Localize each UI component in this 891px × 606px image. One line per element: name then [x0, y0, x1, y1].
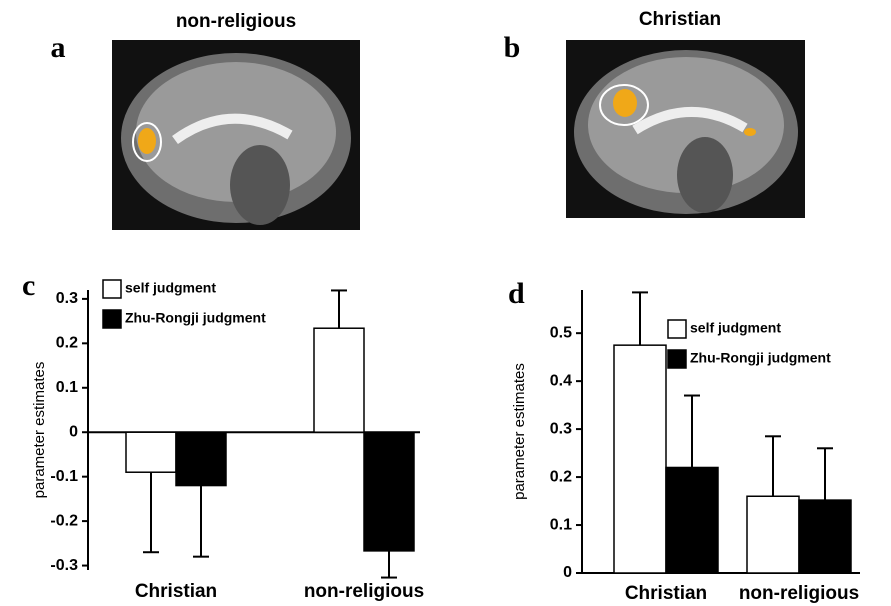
legend-label: Zhu-Rongji judgment — [690, 350, 831, 366]
bar — [799, 500, 851, 573]
image-title: Christian — [639, 9, 721, 30]
legend-swatch — [103, 310, 121, 328]
legend-label: self judgment — [125, 280, 216, 296]
image-title: non-religious — [176, 11, 296, 32]
figure: a non-religious b Christian c parameter e… — [0, 0, 891, 606]
y-tick-label: 0.2 — [56, 335, 78, 352]
panel-label: b — [504, 31, 521, 64]
y-tick-label: 0 — [563, 564, 572, 581]
legend-label: self judgment — [690, 320, 781, 336]
legend-swatch — [668, 320, 686, 338]
y-tick-label: 0.3 — [56, 290, 78, 307]
panel-label: d — [508, 277, 525, 310]
brain-image-b — [566, 40, 805, 218]
y-tick-label: 0 — [69, 423, 78, 440]
x-tick-label: non-religious — [304, 581, 424, 602]
y-tick-label: 0.5 — [550, 324, 572, 341]
bar — [314, 328, 364, 432]
brain-image-a — [112, 40, 360, 230]
y-tick-label: -0.2 — [50, 512, 78, 529]
bar — [614, 345, 666, 573]
y-tick-label: 0.1 — [56, 379, 78, 396]
panel-label: a — [51, 31, 66, 64]
bar — [126, 432, 176, 472]
y-axis-label: parameter estimates — [511, 363, 528, 500]
y-axis-label: parameter estimates — [31, 362, 48, 499]
legend-swatch — [103, 280, 121, 298]
bar — [176, 432, 226, 485]
panel-label: c — [22, 269, 35, 302]
legend-label: Zhu-Rongji judgment — [125, 310, 266, 326]
y-tick-label: 0.2 — [550, 468, 572, 485]
bar — [364, 432, 414, 551]
x-tick-label: Christian — [135, 581, 217, 602]
x-tick-label: non-religious — [739, 583, 859, 604]
bar — [666, 467, 718, 573]
y-tick-label: -0.1 — [50, 468, 78, 485]
bar — [747, 496, 799, 573]
legend-swatch — [668, 350, 686, 368]
y-tick-label: -0.3 — [50, 557, 78, 574]
x-tick-label: Christian — [625, 583, 707, 604]
y-tick-label: 0.4 — [550, 372, 572, 389]
y-tick-label: 0.1 — [550, 516, 572, 533]
y-tick-label: 0.3 — [550, 420, 572, 437]
